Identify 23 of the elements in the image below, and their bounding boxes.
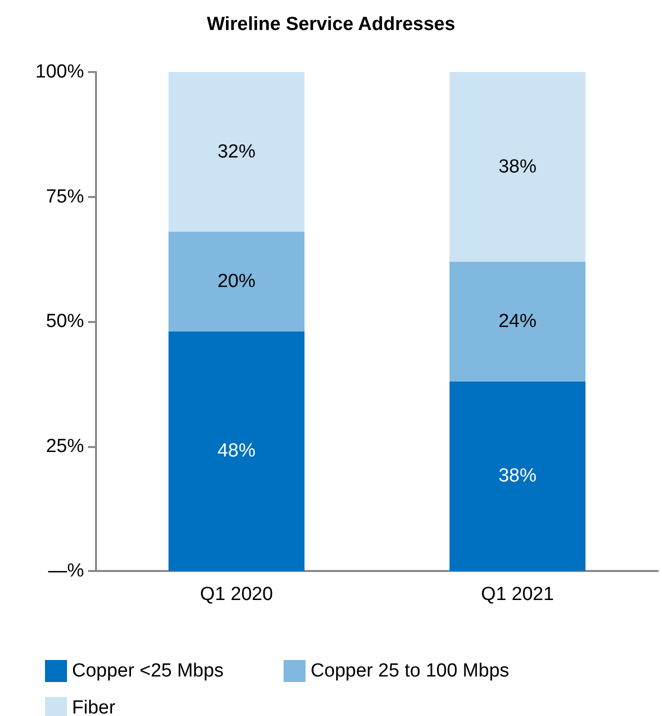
bar xyxy=(450,262,586,382)
bar xyxy=(168,331,304,571)
bar xyxy=(450,381,586,571)
data-label: 48% xyxy=(217,440,256,462)
y-tick-label: 100% xyxy=(35,62,84,82)
x-tick-label: Q1 2021 xyxy=(481,584,554,605)
y-tick-label: 25% xyxy=(46,436,84,457)
y-tick-label: 50% xyxy=(46,311,84,332)
x-tick-label: Q1 2020 xyxy=(200,584,273,605)
data-label: 38% xyxy=(498,466,537,487)
data-label: 24% xyxy=(498,311,537,332)
data-label: 38% xyxy=(498,156,537,178)
legend-label: Copper 25 to 100 Mbps xyxy=(310,660,510,682)
data-label: 20% xyxy=(217,271,256,292)
legend-label: Fiber xyxy=(72,698,116,716)
legend-label: Copper <25 Mbps xyxy=(72,660,224,682)
bar xyxy=(450,72,586,262)
data-label: 32% xyxy=(217,141,256,162)
bar xyxy=(168,232,304,332)
y-tick-label: 75% xyxy=(46,186,84,208)
bar xyxy=(168,72,304,232)
chart-title: Wireline Service Addresses xyxy=(206,14,456,35)
y-tick-label: —% xyxy=(48,560,84,582)
